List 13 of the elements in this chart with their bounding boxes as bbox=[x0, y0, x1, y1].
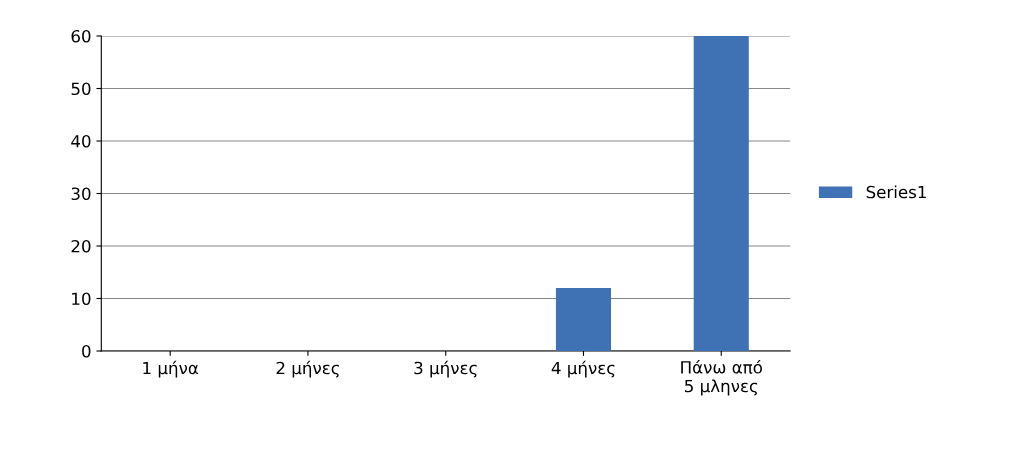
y-tick-label: 60 bbox=[71, 29, 91, 43]
x-tick-label: 1 μήνα bbox=[143, 360, 199, 378]
x-tick-label: 4 μήνες bbox=[551, 360, 615, 378]
y-tick-label: 50 bbox=[71, 82, 91, 96]
x-tick-label: Πάνω από 5 μληνες bbox=[681, 360, 762, 396]
y-tick-label: 0 bbox=[82, 344, 91, 358]
y-tick-label: 30 bbox=[71, 187, 91, 201]
y-tick-label: 40 bbox=[71, 134, 91, 148]
x-tick-label: 3 μήνες bbox=[414, 360, 477, 378]
legend-label: Series1 bbox=[866, 185, 926, 199]
y-tick-label: 20 bbox=[71, 239, 91, 253]
y-tick-label: 10 bbox=[72, 292, 91, 306]
x-tick-label: 2 μήνες bbox=[276, 360, 339, 378]
